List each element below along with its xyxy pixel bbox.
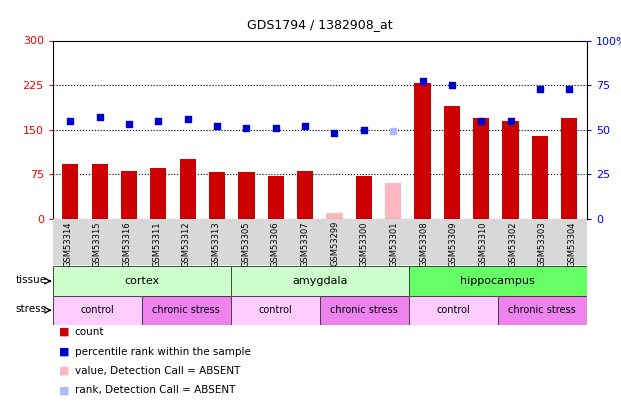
Bar bbox=[62, 164, 78, 219]
Text: control: control bbox=[258, 305, 292, 315]
Text: chronic stress: chronic stress bbox=[152, 305, 220, 315]
Text: GSM53315: GSM53315 bbox=[93, 221, 102, 266]
Text: GSM53305: GSM53305 bbox=[241, 221, 250, 266]
Point bbox=[359, 126, 369, 133]
Text: GSM53304: GSM53304 bbox=[568, 221, 576, 266]
Text: control: control bbox=[80, 305, 114, 315]
Text: cortex: cortex bbox=[124, 276, 160, 286]
Text: amygdala: amygdala bbox=[292, 276, 348, 286]
Point bbox=[153, 117, 163, 124]
Point bbox=[388, 128, 398, 134]
Point bbox=[65, 117, 75, 124]
Bar bbox=[502, 121, 519, 219]
Text: hippocampus: hippocampus bbox=[460, 276, 535, 286]
Bar bbox=[92, 164, 108, 219]
Text: ■: ■ bbox=[59, 347, 70, 356]
Point bbox=[212, 123, 222, 129]
Text: value, Detection Call = ABSENT: value, Detection Call = ABSENT bbox=[75, 366, 240, 376]
Bar bbox=[179, 159, 196, 219]
Bar bbox=[414, 83, 430, 219]
Text: ■: ■ bbox=[59, 386, 70, 395]
Bar bbox=[297, 171, 313, 219]
Text: chronic stress: chronic stress bbox=[330, 305, 398, 315]
Point bbox=[300, 123, 310, 129]
Text: rank, Detection Call = ABSENT: rank, Detection Call = ABSENT bbox=[75, 386, 235, 395]
Text: GSM53314: GSM53314 bbox=[63, 221, 72, 266]
Bar bbox=[356, 176, 372, 219]
Point bbox=[124, 121, 134, 128]
Text: chronic stress: chronic stress bbox=[509, 305, 576, 315]
Point bbox=[271, 125, 281, 131]
Text: control: control bbox=[437, 305, 470, 315]
Text: GSM53309: GSM53309 bbox=[449, 221, 458, 266]
Text: GSM53308: GSM53308 bbox=[419, 221, 428, 266]
Bar bbox=[532, 136, 548, 219]
Text: percentile rank within the sample: percentile rank within the sample bbox=[75, 347, 250, 356]
Point bbox=[183, 116, 193, 122]
Bar bbox=[444, 106, 460, 219]
Text: ■: ■ bbox=[59, 366, 70, 376]
Bar bbox=[209, 173, 225, 219]
Text: GSM53306: GSM53306 bbox=[271, 221, 280, 266]
Text: GSM53310: GSM53310 bbox=[479, 221, 487, 266]
Text: tissue: tissue bbox=[16, 275, 47, 285]
Point bbox=[535, 85, 545, 92]
Text: GSM53302: GSM53302 bbox=[508, 221, 517, 266]
Point bbox=[330, 130, 340, 136]
Text: ■: ■ bbox=[59, 327, 70, 337]
Text: GDS1794 / 1382908_at: GDS1794 / 1382908_at bbox=[247, 18, 392, 31]
Point bbox=[505, 117, 515, 124]
Bar bbox=[150, 168, 166, 219]
Bar bbox=[385, 183, 401, 219]
Text: GSM53303: GSM53303 bbox=[538, 221, 547, 266]
Point bbox=[476, 117, 486, 124]
Text: GSM53312: GSM53312 bbox=[182, 221, 191, 266]
Bar bbox=[473, 118, 489, 219]
Point bbox=[95, 114, 105, 120]
Text: GSM53299: GSM53299 bbox=[330, 221, 339, 266]
Text: GSM53311: GSM53311 bbox=[152, 221, 161, 266]
Text: count: count bbox=[75, 327, 104, 337]
Bar bbox=[327, 213, 343, 219]
Bar bbox=[121, 171, 137, 219]
Bar bbox=[268, 176, 284, 219]
Text: GSM53300: GSM53300 bbox=[360, 221, 369, 266]
Bar bbox=[238, 173, 255, 219]
Point bbox=[242, 125, 252, 131]
Point bbox=[447, 82, 457, 88]
Point bbox=[417, 78, 427, 85]
Text: GSM53313: GSM53313 bbox=[212, 221, 220, 266]
Text: GSM53316: GSM53316 bbox=[122, 221, 132, 266]
Text: GSM53307: GSM53307 bbox=[301, 221, 309, 266]
Bar bbox=[561, 118, 578, 219]
Text: GSM53301: GSM53301 bbox=[389, 221, 399, 266]
Point bbox=[564, 85, 574, 92]
Text: stress: stress bbox=[16, 304, 47, 314]
